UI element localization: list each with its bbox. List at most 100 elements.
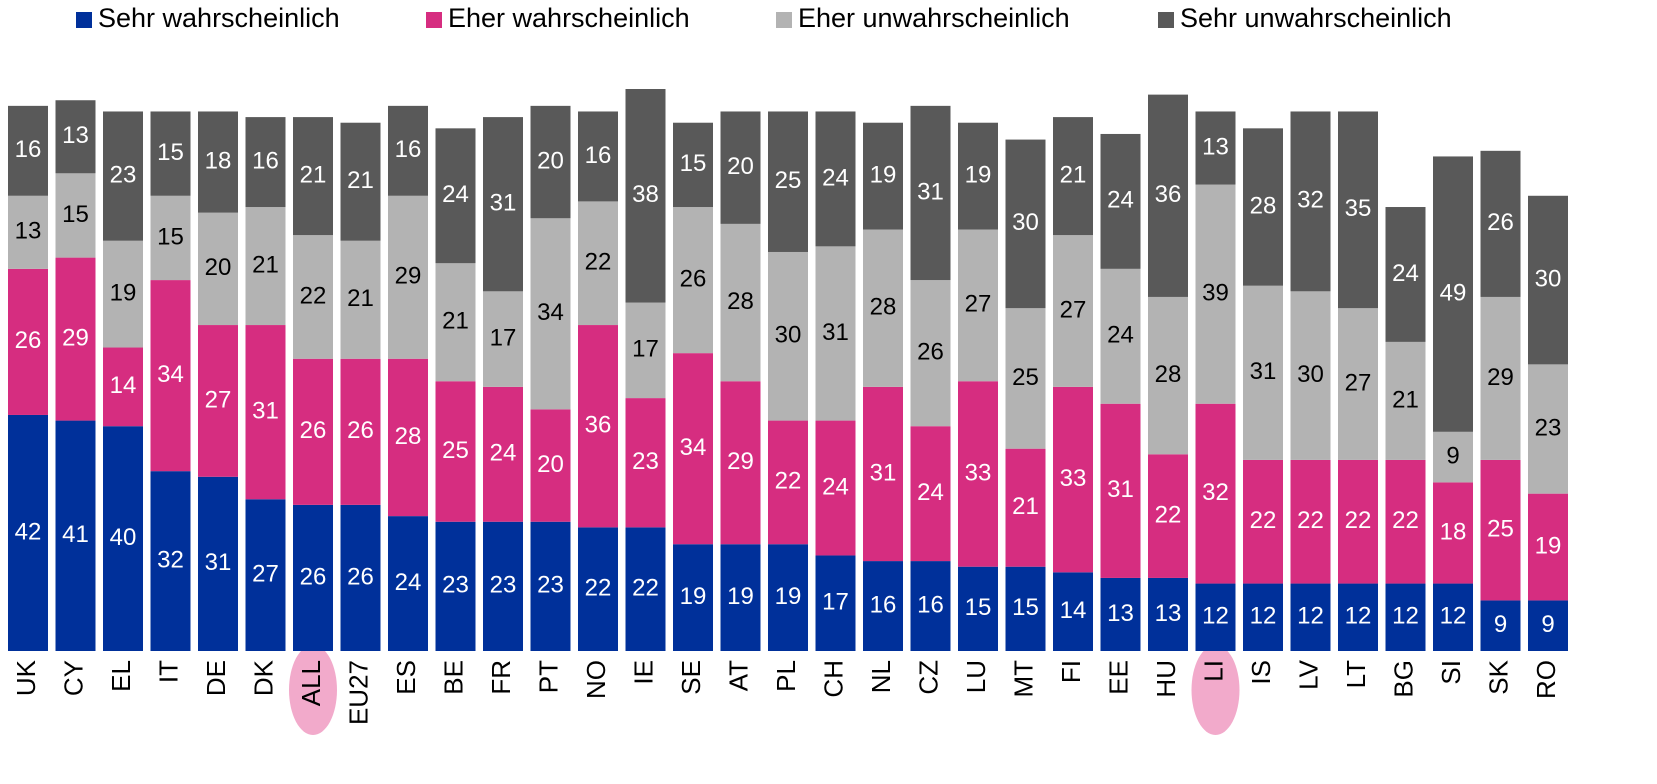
bar-segment [578,111,618,202]
bar-segment [388,516,428,651]
bar-segment [720,111,761,224]
value-label: 33 [965,459,992,486]
value-label: 31 [1107,476,1134,503]
bar-segment [1385,207,1426,342]
bar-segment [293,117,333,236]
value-label: 41 [62,521,89,548]
value-label: 22 [300,282,327,309]
bar-segment [55,173,96,258]
value-label: 9 [1541,611,1554,638]
bar-segment [1005,566,1046,651]
bar-segment [103,347,143,427]
bar-segment [910,105,951,281]
value-label: 21 [347,285,374,312]
x-tick-label: IE [628,660,658,685]
value-label: 28 [870,294,897,321]
value-label: 13 [1202,133,1229,160]
x-tick-label: CY [58,660,88,696]
bar-segment [1433,156,1473,432]
value-label: 26 [347,563,374,590]
bar-segment [293,358,333,505]
value-label: 19 [1535,532,1562,559]
bar-segment [578,201,618,326]
bar-segment [1480,150,1521,297]
value-label: 27 [252,560,279,587]
value-label: 24 [442,181,469,208]
bar-segment [1053,117,1093,236]
bar-segment [340,504,381,651]
x-tick-label: RO [1531,660,1561,699]
bar-segment [483,117,523,292]
value-label: 24 [917,479,944,506]
bar-segment [578,325,618,528]
x-tick-label: EL [106,660,136,692]
bar-segment [720,544,761,651]
bar-segment [245,499,286,651]
bar-segment [1338,308,1378,460]
legend-swatch [76,12,92,28]
bar-segment [1338,583,1378,651]
bar-segment [1385,583,1426,651]
x-tick-label: IT [153,660,183,683]
x-tick-label: SK [1483,659,1513,694]
value-label: 24 [822,164,849,191]
bar-segment [198,476,238,651]
value-label: 30 [775,322,802,349]
value-label: 22 [585,249,612,276]
value-label: 24 [395,569,422,596]
value-label: 27 [1345,369,1372,396]
value-label: 30 [1012,209,1039,236]
value-label: 13 [15,218,42,245]
value-label: 22 [1297,507,1324,534]
bar-segment [150,195,191,281]
bar-segment [1480,600,1521,651]
value-label: 31 [870,459,897,486]
value-label: 18 [205,147,232,174]
x-tick-label: UK [11,659,41,696]
value-label: 26 [917,338,944,365]
x-tick-label: ES [391,660,421,695]
bar-segment [198,325,238,477]
bar-segment [815,555,856,651]
bar-segment [910,426,951,562]
bar-segment [1243,459,1283,584]
bar-segment [815,111,856,247]
value-label: 22 [1345,507,1372,534]
bar-segment [720,223,761,382]
bar-segment [1528,195,1568,365]
value-label: 38 [632,181,659,208]
value-label: 25 [1012,364,1039,391]
bar-segment [910,280,951,427]
bar-segment [103,426,143,651]
x-tick-label: DK [248,659,278,696]
bar-segment [530,105,571,219]
value-label: 24 [822,473,849,500]
x-tick-label: FI [1056,660,1086,683]
value-label: 36 [585,412,612,439]
value-label: 26 [300,417,327,444]
bar-segment [1433,583,1473,651]
value-label: 29 [62,324,89,351]
bar-segment [625,302,666,399]
bar-segment [1385,459,1426,584]
bar-segment [1100,268,1141,404]
bar-segment [958,381,998,567]
bar-segment [150,280,191,472]
value-label: 19 [870,161,897,188]
bar-segment [340,122,381,241]
bar-segment [435,381,476,522]
bar-segment [1290,583,1331,651]
value-label: 13 [1155,600,1182,627]
bar-segment [435,128,476,264]
bar-segment [1243,285,1283,460]
value-label: 20 [205,254,232,281]
bar-segment [388,195,428,359]
value-label: 31 [205,549,232,576]
bar-segment [768,111,808,252]
bar-segment [1338,459,1378,584]
legend-label: Eher wahrscheinlich [448,3,690,33]
bar-segment [815,246,856,421]
value-label: 31 [1250,358,1277,385]
bar-segment [1100,403,1141,578]
